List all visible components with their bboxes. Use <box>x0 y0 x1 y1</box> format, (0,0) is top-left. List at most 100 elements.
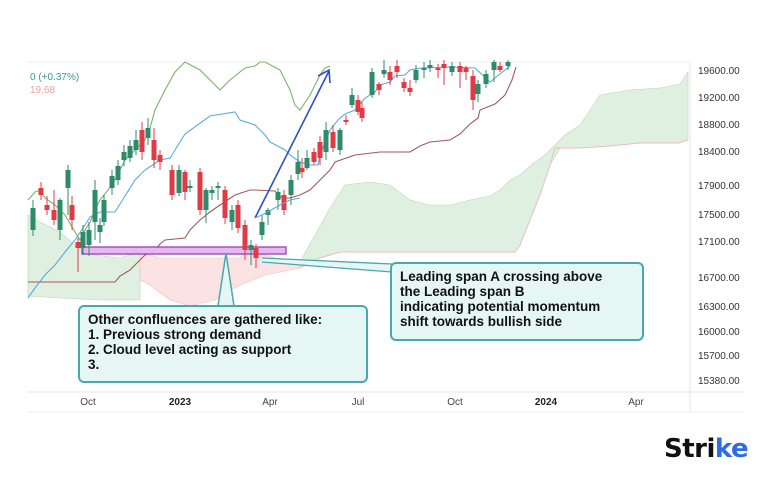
candle <box>109 170 115 195</box>
callout-pointers <box>217 252 393 307</box>
y-tick-label: 18400.00 <box>698 147 740 158</box>
x-tick-label: Jul <box>351 397 365 408</box>
candle <box>491 60 497 82</box>
callout-line: Other confluences are gathered like: <box>88 312 323 327</box>
trend-arrow <box>254 68 331 219</box>
y-tick-label: 15380.00 <box>698 376 740 387</box>
strike-logo: Strike <box>664 434 749 464</box>
candle <box>427 60 433 72</box>
candle <box>115 160 121 185</box>
candle <box>80 225 86 255</box>
candle <box>86 222 92 256</box>
candle <box>222 186 228 224</box>
x-tick-label: Apr <box>628 397 644 408</box>
candle <box>127 140 133 162</box>
candle <box>229 205 235 230</box>
candle <box>187 180 193 192</box>
candle <box>182 170 188 200</box>
candle <box>209 186 215 200</box>
candle <box>69 196 75 230</box>
candle <box>421 62 427 78</box>
y-tick-label: 17900.00 <box>698 181 740 192</box>
y-tick-label: 15700.00 <box>698 351 740 362</box>
candle <box>317 136 323 165</box>
y-tick-label: 18800.00 <box>698 120 740 131</box>
candle <box>387 66 393 85</box>
candle <box>401 78 407 92</box>
y-tick-label: 16300.00 <box>698 302 740 313</box>
candle <box>242 220 248 260</box>
candle <box>483 70 489 88</box>
x-tick-label: Oct <box>80 397 96 408</box>
candle <box>176 165 182 196</box>
candle <box>38 182 44 200</box>
candle <box>121 145 127 166</box>
candle <box>265 208 271 225</box>
candle <box>441 60 447 85</box>
candle <box>330 125 336 152</box>
x-tick-label: Oct <box>447 397 463 408</box>
candle <box>394 60 400 78</box>
callout-line: 1. Previous strong demand <box>88 327 262 342</box>
demand-zone[interactable] <box>81 246 287 255</box>
candle <box>463 66 469 80</box>
candle <box>30 200 36 236</box>
candle <box>157 150 163 170</box>
candle <box>92 180 98 240</box>
candle <box>475 80 481 102</box>
candle <box>470 70 476 110</box>
logo-accent: ke <box>714 434 749 464</box>
candle <box>295 150 301 180</box>
candle <box>299 158 305 178</box>
candle <box>133 130 139 155</box>
candle <box>197 168 203 215</box>
candle <box>457 62 463 88</box>
candle <box>151 128 157 168</box>
callout-line: the Leading span B <box>400 284 525 299</box>
y-tick-label: 16000.00 <box>698 327 740 338</box>
candle <box>369 68 375 98</box>
candle <box>44 196 50 215</box>
candle <box>349 88 355 108</box>
candle <box>343 115 349 125</box>
candle <box>413 65 419 83</box>
candle <box>51 190 57 225</box>
candle <box>407 80 413 96</box>
x-tick-label-year: 2024 <box>534 397 558 408</box>
candle <box>75 238 81 272</box>
candle <box>505 60 511 70</box>
candle <box>203 188 209 223</box>
candle <box>57 198 63 240</box>
candle <box>253 244 259 268</box>
candle <box>139 122 145 160</box>
candle <box>323 122 329 160</box>
legend-change: 0 (+0.37%) <box>30 72 80 83</box>
candle <box>435 64 441 78</box>
candle <box>359 102 365 122</box>
callout-line: 3. <box>88 357 100 372</box>
callout-line: indicating potential momentum <box>400 299 601 314</box>
candle <box>145 118 151 145</box>
logo-text: Stri <box>664 434 715 464</box>
candle <box>376 82 382 95</box>
candle <box>235 200 241 233</box>
callout-line: shift towards bullish side <box>400 314 563 329</box>
legend-value: 19.68 <box>30 85 56 96</box>
y-tick-label: 17500.00 <box>698 210 740 221</box>
candle <box>169 165 175 200</box>
candle <box>101 195 107 226</box>
candle <box>97 218 103 243</box>
leading-span-callout: Leading span A crossing above the Leadin… <box>390 262 644 341</box>
kumo-cloud <box>27 71 689 307</box>
y-tick-label: 19600.00 <box>698 66 740 77</box>
candle <box>248 240 254 265</box>
y-tick-label: 16700.00 <box>698 273 740 284</box>
candle <box>497 62 503 72</box>
candle <box>259 215 265 240</box>
y-tick-label: 19200.00 <box>698 93 740 104</box>
candle <box>215 182 221 200</box>
candle <box>337 128 343 155</box>
callout-line: 2. Cloud level acting as support <box>88 342 292 357</box>
candle <box>381 60 387 78</box>
candle <box>304 150 310 170</box>
